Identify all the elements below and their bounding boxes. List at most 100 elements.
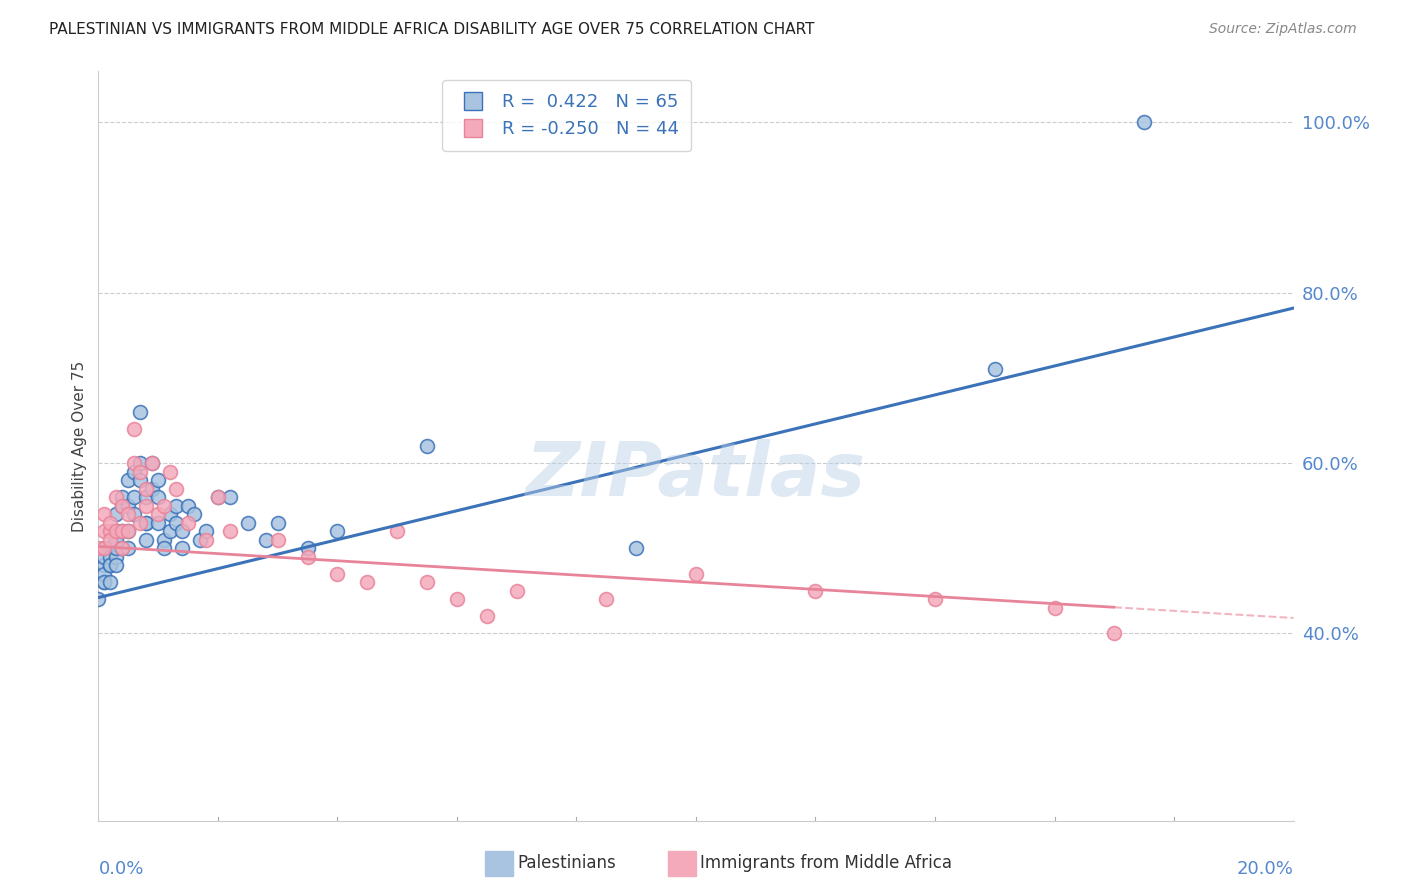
- Point: [177, 499, 200, 513]
- Legend: R =  0.422   N = 65, R = -0.250   N = 44: R = 0.422 N = 65, R = -0.250 N = 44: [441, 80, 692, 151]
- Point: [148, 490, 170, 504]
- Point: [254, 533, 277, 547]
- Point: [219, 524, 242, 538]
- Text: PALESTINIAN VS IMMIGRANTS FROM MIDDLE AFRICA DISABILITY AGE OVER 75 CORRELATION : PALESTINIAN VS IMMIGRANTS FROM MIDDLE AF…: [49, 22, 814, 37]
- Point: [93, 541, 115, 556]
- Point: [93, 549, 115, 564]
- Point: [1104, 626, 1126, 640]
- Text: 20.0%: 20.0%: [1237, 860, 1294, 878]
- Point: [105, 507, 128, 521]
- Point: [111, 499, 134, 513]
- Point: [924, 592, 946, 607]
- Point: [135, 516, 157, 530]
- Point: [117, 473, 139, 487]
- Point: [93, 575, 115, 590]
- Point: [159, 465, 181, 479]
- Point: [93, 558, 115, 573]
- Point: [148, 473, 170, 487]
- Point: [188, 533, 211, 547]
- Point: [1133, 115, 1156, 129]
- Point: [595, 592, 617, 607]
- Point: [129, 465, 152, 479]
- Point: [685, 566, 707, 581]
- Text: ZIPatlas: ZIPatlas: [526, 440, 866, 513]
- Point: [93, 575, 115, 590]
- Point: [98, 516, 122, 530]
- Point: [135, 533, 157, 547]
- Point: [153, 533, 176, 547]
- Point: [124, 507, 146, 521]
- Point: [129, 473, 152, 487]
- Point: [148, 507, 170, 521]
- Point: [135, 516, 157, 530]
- Point: [326, 566, 349, 581]
- Text: Palestinians: Palestinians: [517, 855, 616, 872]
- Point: [124, 465, 146, 479]
- Point: [159, 507, 181, 521]
- Point: [98, 533, 122, 547]
- Point: [148, 516, 170, 530]
- Point: [98, 558, 122, 573]
- Point: [93, 541, 115, 556]
- Point: [98, 541, 122, 556]
- Point: [117, 499, 139, 513]
- Point: [207, 490, 229, 504]
- Point: [267, 533, 290, 547]
- Y-axis label: Disability Age Over 75: Disability Age Over 75: [72, 360, 87, 532]
- Point: [93, 524, 115, 538]
- Point: [105, 549, 128, 564]
- Point: [135, 499, 157, 513]
- Point: [356, 575, 378, 590]
- Point: [124, 456, 146, 470]
- Point: [129, 405, 152, 419]
- Point: [93, 507, 115, 521]
- Point: [141, 456, 163, 470]
- Point: [117, 524, 139, 538]
- Point: [416, 575, 439, 590]
- Point: [111, 490, 134, 504]
- Point: [297, 549, 319, 564]
- Point: [159, 524, 181, 538]
- Point: [124, 490, 146, 504]
- Point: [1043, 600, 1066, 615]
- Point: [297, 541, 319, 556]
- Point: [105, 524, 128, 538]
- Point: [506, 583, 529, 598]
- Point: [267, 516, 290, 530]
- Point: [165, 499, 187, 513]
- Point: [111, 541, 134, 556]
- Point: [165, 482, 187, 496]
- Point: [98, 558, 122, 573]
- Text: Immigrants from Middle Africa: Immigrants from Middle Africa: [700, 855, 952, 872]
- Point: [98, 549, 122, 564]
- Point: [105, 533, 128, 547]
- Point: [117, 541, 139, 556]
- Point: [172, 524, 194, 538]
- Point: [475, 609, 498, 624]
- Point: [135, 490, 157, 504]
- Point: [177, 516, 200, 530]
- Point: [98, 524, 122, 538]
- Point: [195, 524, 218, 538]
- Point: [141, 482, 163, 496]
- Point: [626, 541, 648, 556]
- Point: [416, 439, 439, 453]
- Point: [124, 422, 146, 436]
- Point: [326, 524, 349, 538]
- Point: [385, 524, 409, 538]
- Point: [207, 490, 229, 504]
- Point: [117, 507, 139, 521]
- Point: [153, 499, 176, 513]
- Point: [135, 482, 157, 496]
- Point: [183, 507, 205, 521]
- Point: [172, 541, 194, 556]
- Point: [984, 362, 1007, 376]
- Text: Source: ZipAtlas.com: Source: ZipAtlas.com: [1209, 22, 1357, 37]
- Point: [195, 533, 218, 547]
- Text: 0.0%: 0.0%: [98, 860, 143, 878]
- Point: [129, 516, 152, 530]
- Point: [236, 516, 259, 530]
- Point: [105, 558, 128, 573]
- Point: [111, 499, 134, 513]
- Point: [111, 524, 134, 538]
